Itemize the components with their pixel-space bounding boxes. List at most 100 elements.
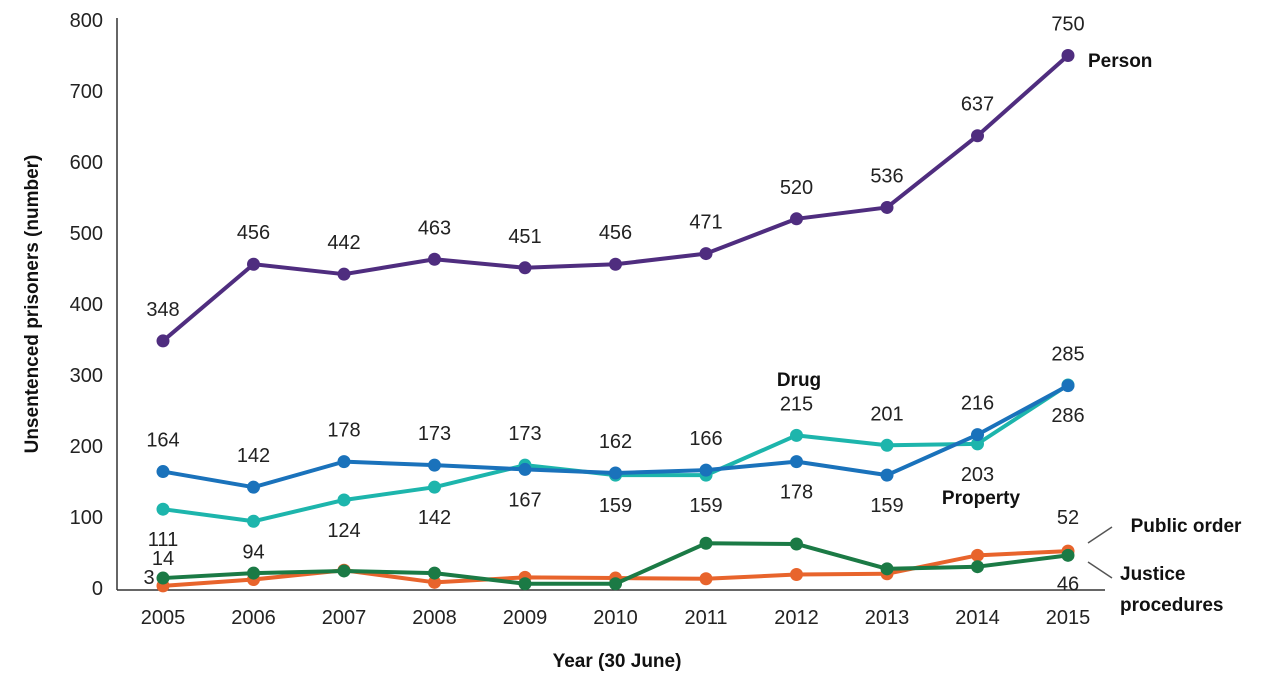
x-tick-label: 2014 (955, 607, 1000, 629)
series-line-person (161, 53, 1070, 343)
data-point-property (518, 462, 532, 476)
data-point-property (428, 458, 441, 472)
data-label-drug: 203 (961, 464, 994, 486)
data-point-person (971, 129, 984, 143)
x-tick-labels: 2005 2006 2007 2008 2009 2010 2011 2012 2013 2014… (141, 607, 1091, 629)
data-point-person (337, 267, 351, 281)
data-label-drug: 142 (418, 507, 451, 529)
data-point-public-order (971, 548, 984, 562)
data-label-person: 456 (237, 222, 270, 244)
data-label-property: 166 (689, 428, 722, 450)
data-label-person: 471 (689, 212, 722, 234)
y-tick-label: 300 (70, 365, 103, 387)
y-tick-label: 100 (70, 507, 103, 529)
data-point-person (880, 200, 894, 214)
x-tick-label: 2010 (593, 607, 638, 629)
data-point-property (247, 480, 260, 494)
data-label-property: 162 (599, 431, 632, 453)
x-tick-label: 2013 (865, 607, 910, 629)
series-person (156, 49, 1075, 348)
data-label-person: 637 (961, 94, 994, 116)
data-label-person: 536 (870, 165, 903, 187)
data-point-justice-procedures (518, 577, 532, 591)
justice-procedures-leader-line (1087, 561, 1113, 579)
data-point-justice-procedures (699, 536, 713, 550)
x-tick-label: 2005 (141, 607, 186, 629)
data-label-person: 348 (146, 299, 179, 321)
data-label-person: 451 (508, 226, 541, 248)
data-point-public-order (699, 572, 713, 586)
y-tick-label: 800 (70, 10, 103, 32)
data-label-drug: 159 (599, 495, 632, 517)
data-label-drug: 173 (508, 423, 541, 445)
series-name-drug: Drug (777, 370, 821, 391)
x-tick-label: 2015 (1046, 607, 1091, 629)
data-point-justice-procedures (247, 566, 260, 580)
x-tick-label: 2008 (412, 607, 457, 629)
data-label-drug: 124 (327, 520, 360, 542)
data-label-public-order: 3 (143, 567, 154, 589)
y-axis: 0 100 200 300 400 500 600 700 800 (70, 10, 118, 600)
data-point-person (790, 212, 803, 226)
data-label-property: 159 (870, 495, 903, 517)
data-point-property (699, 463, 713, 477)
y-axis-title: Unsentenced prisoners (number) (22, 155, 43, 454)
x-tick-label: 2007 (322, 607, 367, 629)
data-label-person: 456 (599, 222, 632, 244)
data-label-property: 164 (146, 430, 179, 452)
data-label-justice-procedures: 14 (152, 548, 174, 570)
data-point-property (1061, 379, 1075, 393)
x-axis-title: Year (30 June) (553, 651, 682, 672)
data-label-property: 216 (961, 393, 994, 415)
y-tick-label: 400 (70, 294, 103, 316)
data-point-property (971, 428, 984, 442)
data-label-property: 167 (508, 489, 541, 511)
data-point-justice-procedures (880, 562, 894, 576)
series-justice-procedures (156, 536, 1075, 591)
y-tick-labels: 0 100 200 300 400 500 600 700 800 (70, 10, 103, 600)
series-name-person: Person (1088, 51, 1152, 72)
data-point-drug (790, 428, 803, 442)
data-point-person (1061, 49, 1075, 62)
data-point-property (337, 455, 351, 469)
data-label-person: 442 (327, 232, 360, 254)
public-order-leader-line (1087, 526, 1113, 544)
data-label-public-order: 52 (1057, 507, 1079, 529)
data-point-drug (880, 438, 894, 452)
data-point-justice-procedures (428, 566, 441, 580)
x-tick-label: 2006 (231, 607, 276, 629)
series-property (156, 379, 1075, 494)
data-label-drug: 215 (780, 393, 813, 415)
series-name-public-order: Public order (1131, 516, 1242, 537)
y-tick-label: 0 (92, 578, 103, 600)
data-label-property: 142 (237, 445, 270, 467)
data-point-drug (337, 493, 351, 507)
y-tick-label: 200 (70, 436, 103, 458)
data-point-justice-procedures (337, 564, 351, 578)
data-label-person: 520 (780, 177, 813, 199)
data-point-drug (156, 502, 170, 516)
data-point-justice-procedures (971, 560, 984, 574)
data-point-public-order (428, 575, 441, 589)
data-label-property: 178 (780, 482, 813, 504)
x-tick-label: 2012 (774, 607, 819, 629)
data-point-property (790, 455, 803, 469)
data-point-person (428, 252, 441, 266)
series-name-property: Property (942, 488, 1021, 509)
data-label-property: 178 (327, 420, 360, 442)
series-name-labels: Person Drug Property Public order Justice pro… (777, 51, 1242, 616)
data-point-justice-procedures (1061, 548, 1075, 562)
data-label-person: 463 (418, 217, 451, 239)
data-label-drug: 94 (242, 541, 264, 563)
series-name-justice-procedures: Justice procedures (1120, 564, 1223, 616)
data-label-justice-procedures: 46 (1057, 573, 1079, 595)
data-point-public-order (790, 568, 803, 582)
data-point-justice-procedures (790, 537, 803, 551)
data-point-property (609, 466, 622, 480)
data-point-person (699, 247, 713, 261)
data-point-property (156, 465, 170, 479)
leader-lines (1087, 526, 1113, 579)
y-tick-label: 600 (70, 152, 103, 174)
data-point-drug (971, 437, 984, 451)
